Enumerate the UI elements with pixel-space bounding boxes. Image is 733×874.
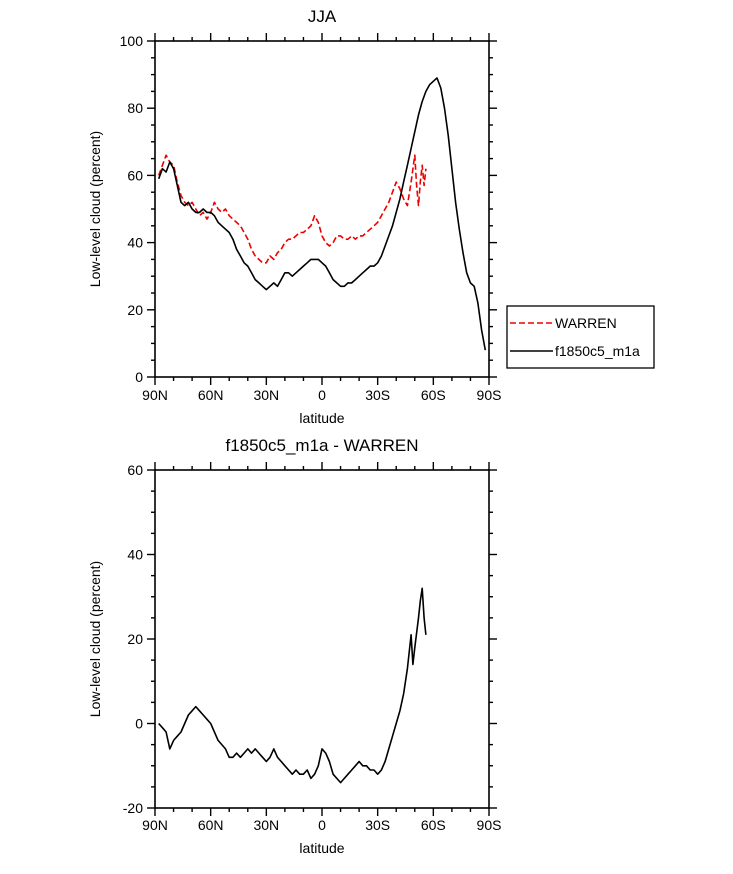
y-tick-label: 60	[127, 462, 143, 478]
x-tick-label: 90S	[477, 817, 502, 833]
y-tick-label: 40	[127, 235, 143, 251]
y-tick-label: 20	[127, 631, 143, 647]
x-tick-label: 90N	[142, 387, 168, 403]
y-tick-label: 40	[127, 547, 143, 563]
top-x-axis-label: latitude	[299, 410, 344, 426]
x-tick-label: 0	[318, 387, 326, 403]
y-tick-label: -20	[123, 800, 143, 816]
y-tick-label: 80	[127, 100, 143, 116]
chart-top: 90N 60N 30N 0 30S 60S 90S 0 20 40 60 80 100	[120, 33, 502, 403]
bottom-y-axis-label: Low-level cloud (percent)	[87, 561, 103, 717]
top-chart-title: JJA	[308, 7, 337, 26]
legend: WARREN f1850c5_m1a	[506, 305, 655, 369]
series-line-warren	[157, 154, 427, 264]
x-tick-label: 90N	[142, 817, 168, 833]
x-tick-label: 30N	[253, 387, 279, 403]
y-tick-label: 0	[135, 716, 143, 732]
plot-frame	[154, 469, 490, 809]
chart-bottom: 90N 60N 30N 0 30S 60S 90S -20 0 20 40 60	[123, 462, 502, 833]
plot-frame	[154, 40, 490, 378]
x-tick-label: 60N	[198, 387, 224, 403]
legend-label-f1850c5: f1850c5_m1a	[555, 343, 640, 359]
y-tick-label: 60	[127, 167, 143, 183]
bottom-chart-title: f1850c5_m1a - WARREN	[225, 436, 418, 455]
x-tick-label: 90S	[477, 387, 502, 403]
y-tick-label: 0	[135, 369, 143, 385]
x-tick-label: 60N	[198, 817, 224, 833]
legend-box	[506, 305, 655, 369]
x-tick-label: 30N	[253, 817, 279, 833]
legend-label-warren: WARREN	[555, 315, 617, 331]
x-tick-label: 30S	[365, 817, 390, 833]
series-line-f1850c5-m1a	[157, 77, 487, 351]
x-tick-label: 60S	[421, 817, 446, 833]
y-tick-label: 100	[120, 33, 144, 49]
y-tick-label: 20	[127, 302, 143, 318]
series-line-f1850c5-m1a-warren	[158, 587, 427, 784]
top-y-axis-label: Low-level cloud (percent)	[87, 131, 103, 287]
bottom-x-axis-label: latitude	[299, 840, 344, 856]
x-tick-label: 60S	[421, 387, 446, 403]
x-tick-label: 30S	[365, 387, 390, 403]
x-tick-label: 0	[318, 817, 326, 833]
